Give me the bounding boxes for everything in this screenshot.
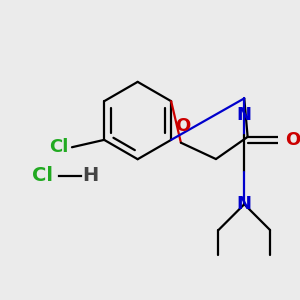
Text: N: N xyxy=(237,106,252,124)
Text: O: O xyxy=(285,131,300,149)
Text: H: H xyxy=(82,166,99,185)
Text: O: O xyxy=(175,117,190,135)
Text: N: N xyxy=(237,195,252,213)
Text: Cl: Cl xyxy=(49,138,68,156)
Text: Cl: Cl xyxy=(32,166,53,185)
